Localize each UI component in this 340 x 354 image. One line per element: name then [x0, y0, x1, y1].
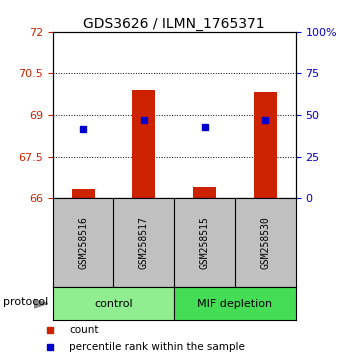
- Bar: [193, 187, 216, 198]
- Polygon shape: [34, 299, 48, 308]
- Bar: [53, 287, 174, 320]
- Title: GDS3626 / ILMN_1765371: GDS3626 / ILMN_1765371: [83, 17, 265, 31]
- Text: MIF depletion: MIF depletion: [198, 298, 273, 309]
- Bar: [254, 92, 277, 198]
- Text: GSM258515: GSM258515: [200, 216, 210, 269]
- Text: GSM258530: GSM258530: [260, 216, 270, 269]
- Text: protocol: protocol: [3, 297, 49, 307]
- Bar: [174, 287, 296, 320]
- Text: percentile rank within the sample: percentile rank within the sample: [69, 342, 245, 352]
- Text: GSM258517: GSM258517: [139, 216, 149, 269]
- Bar: [71, 189, 95, 198]
- Text: count: count: [69, 325, 99, 335]
- Bar: [132, 90, 155, 198]
- Text: GSM258516: GSM258516: [78, 216, 88, 269]
- Text: control: control: [94, 298, 133, 309]
